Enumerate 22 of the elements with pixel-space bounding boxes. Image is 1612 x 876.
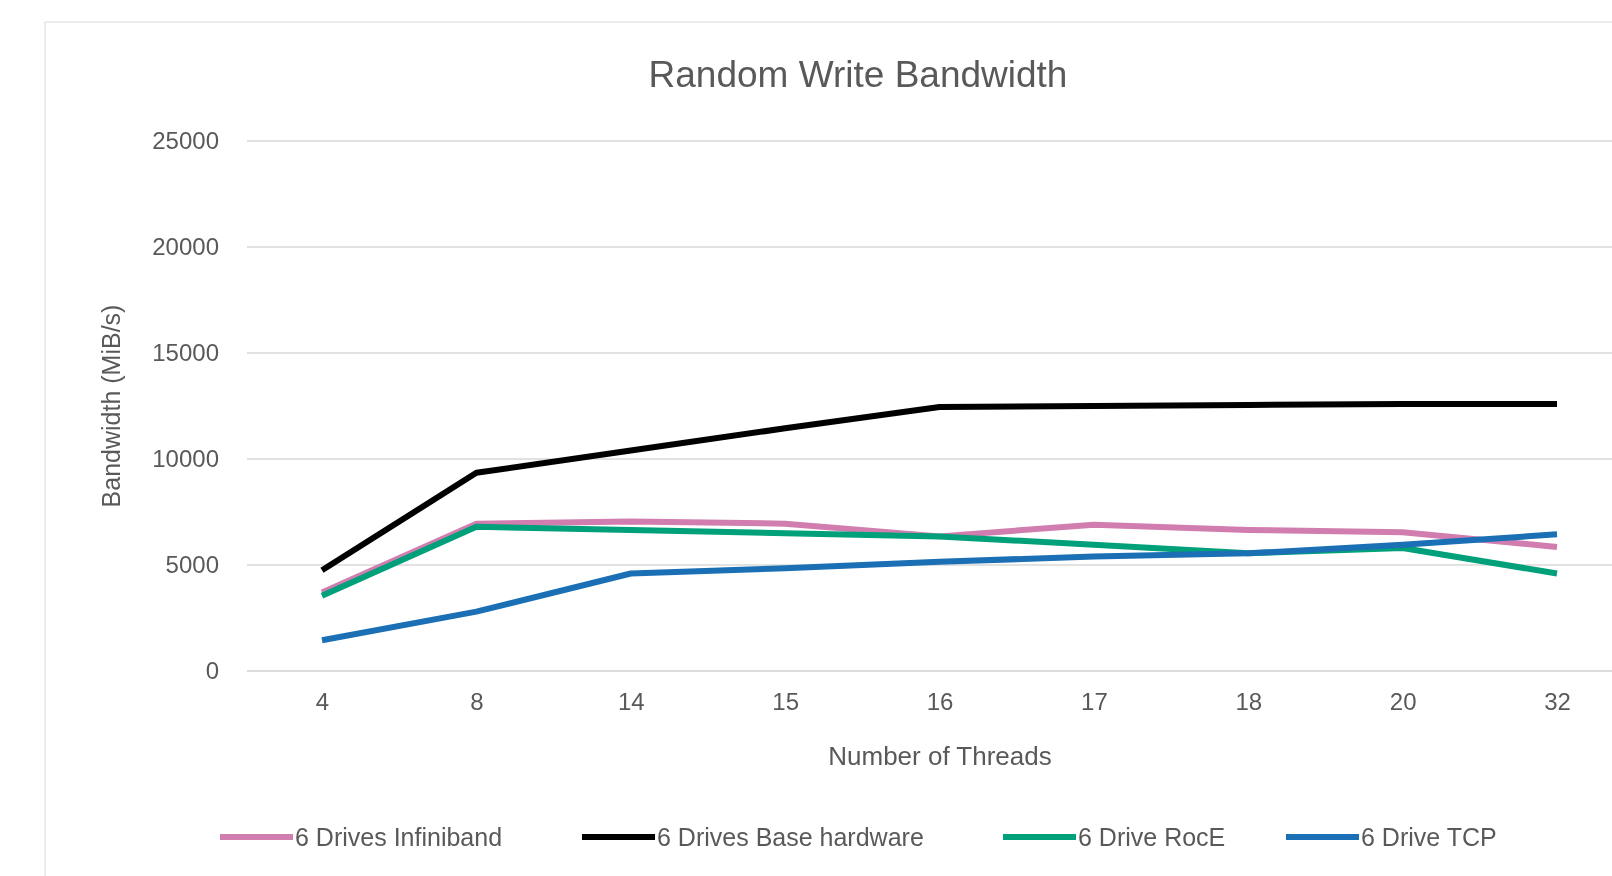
x-tick-label: 20 (1389, 688, 1417, 716)
x-tick-label: 15 (772, 688, 799, 716)
y-axis-title: Bandwidth (MiB/s) (97, 304, 125, 508)
legend-label: 6 Drive TCP (1361, 823, 1497, 851)
y-tick-label: 5000 (165, 551, 219, 579)
x-tick-label: 8 (470, 688, 484, 716)
x-tick-label: 32 (1544, 688, 1571, 716)
legend-label: 6 Drives Base hardware (657, 823, 924, 851)
chart-title: Random Write Bandwidth (648, 54, 1068, 95)
x-axis-title: Number of Threads (828, 741, 1052, 771)
y-tick-label: 20000 (152, 233, 219, 261)
y-tick-label: 0 (205, 657, 219, 685)
legend-label: 6 Drives Infiniband (295, 823, 503, 851)
legend-label: 6 Drive RocE (1078, 823, 1226, 851)
x-tick-label: 14 (617, 688, 645, 716)
x-tick-label: 17 (1081, 688, 1108, 716)
y-tick-label: 10000 (152, 445, 219, 473)
x-tick-label: 18 (1235, 688, 1263, 716)
x-tick-label: 4 (315, 688, 330, 716)
y-tick-label: 25000 (152, 127, 219, 155)
x-tick-label: 16 (926, 688, 954, 716)
y-tick-label: 15000 (152, 339, 219, 367)
